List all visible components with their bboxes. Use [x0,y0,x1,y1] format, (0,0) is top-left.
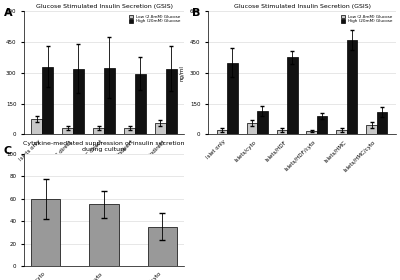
Bar [366,125,377,134]
Bar [148,227,177,266]
Title: Cytokine-mediated suppression of insulin secretion
during culture: Cytokine-mediated suppression of insulin… [23,141,185,152]
Bar [257,111,268,134]
Bar [155,123,166,134]
Bar [42,67,53,134]
Text: B: B [192,8,200,18]
Bar [306,131,317,134]
Legend: Low (2.8mM) Glucose, High (20mM) Glucose: Low (2.8mM) Glucose, High (20mM) Glucose [128,13,182,25]
Title: Glucose Stimulated Insulin Secretion (GSIS): Glucose Stimulated Insulin Secretion (GS… [234,4,370,10]
Bar [216,130,227,134]
Bar [31,119,42,134]
Bar [377,112,388,134]
Bar [276,130,287,134]
Bar [104,68,115,134]
Bar [347,40,358,134]
Text: A: A [4,8,13,18]
Bar [90,204,118,266]
Legend: Low (2.8mM) Glucose, High (20mM) Glucose: Low (2.8mM) Glucose, High (20mM) Glucose [340,13,394,25]
Bar [73,69,84,134]
Bar [246,123,257,134]
Y-axis label: ng/ml: ng/ml [179,65,184,81]
Text: C: C [4,146,12,156]
Bar [336,130,347,134]
Bar [135,74,146,134]
Bar [62,128,73,134]
Bar [166,69,177,134]
Bar [317,116,328,134]
Title: Glucose Stimulated Insulin Secretion (GSIS): Glucose Stimulated Insulin Secretion (GS… [36,4,172,10]
Bar [124,128,135,134]
Bar [31,199,60,266]
Bar [93,128,104,134]
Bar [227,62,238,134]
Bar [287,57,298,134]
